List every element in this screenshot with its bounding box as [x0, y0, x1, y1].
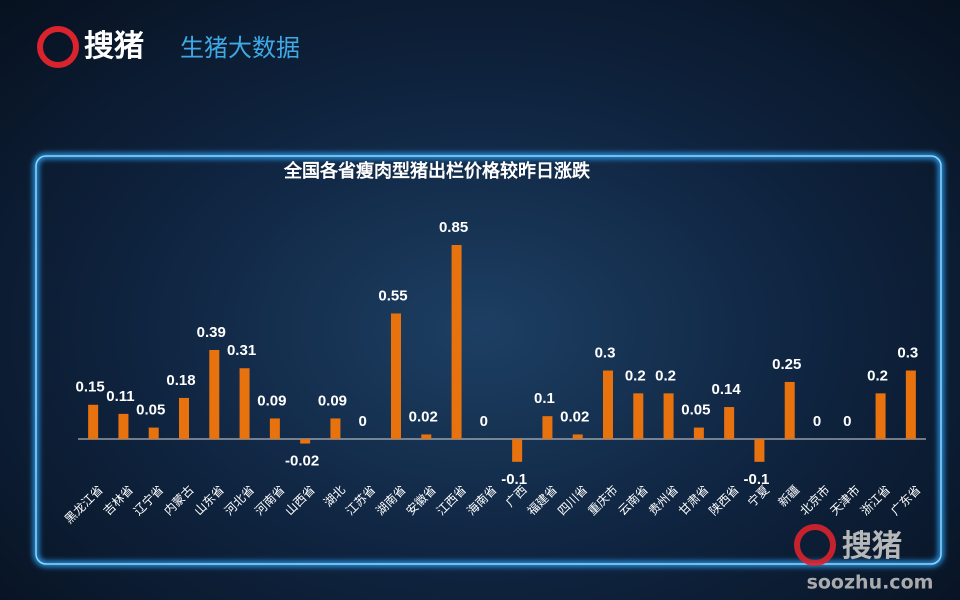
value-label: 0.09 — [318, 392, 347, 409]
value-label: -0.02 — [285, 453, 319, 470]
bar — [269, 418, 280, 439]
bar — [391, 313, 401, 439]
bar — [754, 439, 765, 462]
bar — [542, 416, 553, 439]
value-label: 0 — [359, 413, 367, 430]
logo-text: 搜猪 — [84, 29, 144, 64]
bar — [875, 393, 886, 439]
value-label: 0.2 — [655, 367, 676, 384]
x-tick-label: 云南省 — [615, 482, 651, 518]
x-tick-label: 江西省 — [434, 483, 469, 518]
bar — [572, 434, 583, 439]
x-tick-label: 甘肃省 — [676, 483, 711, 518]
x-tick-label: 湖北 — [320, 482, 348, 510]
bar — [451, 245, 462, 439]
value-label: 0.1 — [534, 390, 555, 407]
subtitle: 生猪大数据 — [180, 34, 300, 62]
value-label: -0.1 — [501, 471, 527, 488]
bar — [179, 397, 189, 439]
bar — [633, 393, 644, 439]
x-tick-label: 四川省 — [555, 483, 590, 518]
value-label: 0 — [480, 413, 488, 430]
watermark-url: soozhu.com — [807, 572, 934, 594]
bar — [663, 393, 674, 439]
x-tick-label: 重庆市 — [585, 482, 621, 518]
value-label: 0.18 — [166, 372, 195, 389]
bar — [209, 349, 220, 439]
x-tick-label: 浙江省 — [858, 483, 893, 518]
x-tick-label: 安徽省 — [403, 482, 439, 518]
x-tick-label: 河南省 — [251, 482, 287, 518]
bar — [88, 404, 99, 439]
x-tick-label: 吉林省 — [101, 483, 136, 518]
value-label: 0.11 — [106, 388, 134, 405]
x-tick-label: 福建省 — [524, 482, 560, 518]
value-label: 0.3 — [595, 344, 616, 361]
value-label: 0.85 — [439, 219, 468, 236]
x-tick-label: 天津市 — [827, 482, 863, 518]
x-tick-label: 陕西省 — [706, 482, 742, 518]
x-tick-label: 海南省 — [463, 482, 499, 518]
value-label: 0.2 — [867, 367, 888, 384]
x-tick-label: 山西省 — [282, 483, 317, 518]
bar — [724, 407, 735, 439]
value-label: 0.25 — [772, 356, 801, 373]
watermark-logo: 搜猪 — [842, 529, 902, 564]
bar — [148, 427, 159, 439]
bar — [421, 434, 432, 439]
value-label: 0.15 — [76, 379, 105, 396]
logo-icon — [37, 26, 79, 68]
value-label: 0 — [813, 413, 821, 430]
value-label: 0.02 — [560, 408, 589, 425]
x-tick-label: 北京市 — [797, 482, 833, 518]
bar — [300, 439, 311, 444]
x-tick-label: 辽宁省 — [130, 482, 166, 518]
x-tick-label: 黑龙江省 — [62, 483, 106, 527]
x-tick-label: 江苏省 — [343, 483, 378, 518]
value-label: 0.05 — [136, 402, 165, 419]
bar — [118, 413, 129, 439]
x-tick-label: 内蒙古 — [161, 482, 197, 518]
value-label: 0.3 — [897, 344, 918, 361]
x-tick-label: 河北省 — [222, 483, 257, 518]
bar — [330, 418, 341, 439]
value-label: 0 — [843, 413, 851, 430]
bar — [603, 370, 613, 439]
bar — [512, 439, 523, 462]
x-tick-label: 贵州省 — [646, 483, 681, 518]
bar — [905, 370, 916, 439]
watermark: 搜猪 soozhu.com — [794, 524, 934, 594]
value-label: -0.1 — [743, 471, 769, 488]
x-tick-label: 新疆 — [775, 482, 803, 510]
bar — [784, 381, 795, 439]
value-label: 0.55 — [378, 287, 407, 304]
x-tick-label: 山东省 — [192, 483, 227, 518]
x-tick-label: 广东省 — [888, 483, 923, 518]
value-label: 0.05 — [681, 402, 710, 419]
panel-border — [35, 155, 942, 565]
bar — [239, 368, 250, 439]
value-label: 0.09 — [257, 392, 286, 409]
value-label: 0.39 — [197, 324, 226, 341]
bar — [693, 427, 704, 439]
logo: 搜猪 生猪大数据 — [37, 26, 300, 68]
watermark-icon — [794, 524, 836, 566]
value-label: 0.2 — [625, 367, 646, 384]
chart-title: 全国各省瘦肉型猪出栏价格较昨日涨跌 — [283, 160, 591, 182]
value-label: 0.02 — [409, 408, 438, 425]
value-label: 0.31 — [227, 342, 256, 359]
value-label: 0.14 — [712, 381, 742, 398]
x-tick-label: 湖南省 — [373, 482, 409, 518]
plot: 0.15 黑龙江省 0.11 吉林省 0.05 辽宁省 0.18 内蒙古 0.39 山东省 0.31… — [62, 219, 926, 527]
